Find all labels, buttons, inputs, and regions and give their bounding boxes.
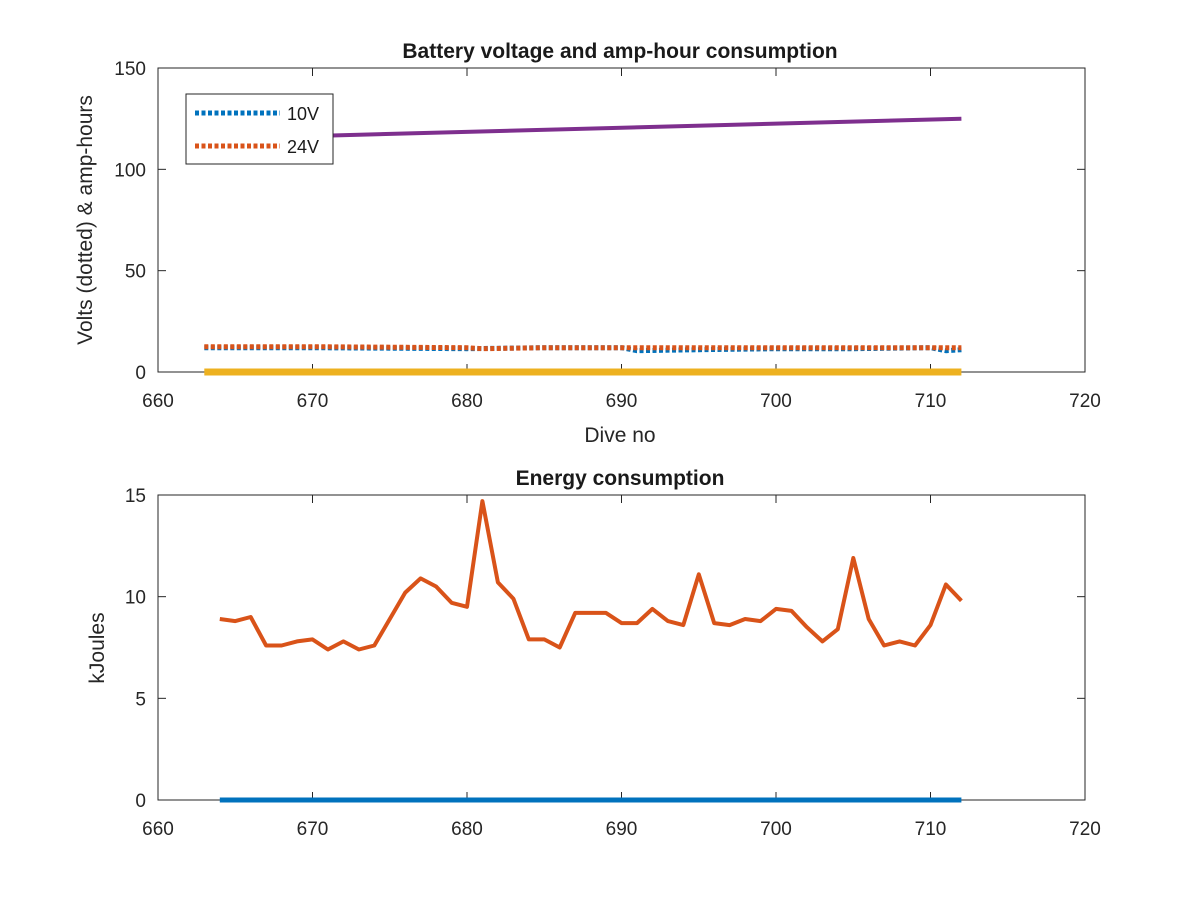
bottom-chart-y-tick-label: 0 (135, 791, 146, 812)
top-chart-y-tick-label: 0 (135, 363, 146, 384)
bottom-chart-x-tick-label: 720 (1069, 819, 1101, 840)
bottom-chart-y-tick-label: 10 (125, 588, 146, 609)
top-chart: Battery voltage and amp-hour consumption… (74, 40, 1101, 447)
bottom-chart-x-tick-label: 710 (915, 819, 947, 840)
top-chart-series-line-1 (204, 344, 962, 352)
top-chart-x-axis-label: Dive no (584, 424, 655, 447)
bottom-chart-x-tick-label: 700 (760, 819, 792, 840)
top-chart-x-tick-label: 700 (760, 391, 792, 412)
top-chart-legend-label: 10V (287, 104, 319, 124)
top-chart-x-tick-label: 680 (451, 391, 483, 412)
bottom-chart-x-tick-label: 680 (451, 819, 483, 840)
bottom-chart-y-tick-label: 5 (135, 689, 146, 710)
top-chart-y-axis-label: Volts (dotted) & amp-hours (74, 95, 97, 345)
top-chart-legend-label: 24V (287, 137, 319, 157)
top-chart-x-tick-label: 720 (1069, 391, 1101, 412)
top-chart-y-tick-label: 50 (125, 262, 146, 283)
top-chart-x-tick-label: 670 (297, 391, 329, 412)
bottom-chart-title: Energy consumption (516, 467, 725, 490)
bottom-chart-y-axis-label: kJoules (86, 612, 109, 683)
top-chart-y-tick-label: 100 (114, 160, 146, 181)
bottom-chart: Energy consumption kJoules 660 670 680 690 7… (86, 467, 1101, 840)
top-chart-y-tick-label: 150 (114, 59, 146, 80)
top-chart-x-tick-label: 710 (915, 391, 947, 412)
top-chart-x-tick-label: 690 (606, 391, 638, 412)
top-chart-title: Battery voltage and amp-hour consumption (402, 40, 837, 63)
bottom-chart-series-line-1 (219, 499, 963, 652)
bottom-chart-x-tick-label: 690 (606, 819, 638, 840)
bottom-chart-y-tick-label: 15 (125, 486, 146, 507)
top-chart-legend-box (185, 93, 334, 165)
top-chart-legend: 10V 24V (185, 93, 334, 165)
bottom-chart-x-tick-label: 660 (142, 819, 174, 840)
bottom-chart-x-tick-label: 670 (297, 819, 329, 840)
top-chart-x-tick-label: 660 (142, 391, 174, 412)
